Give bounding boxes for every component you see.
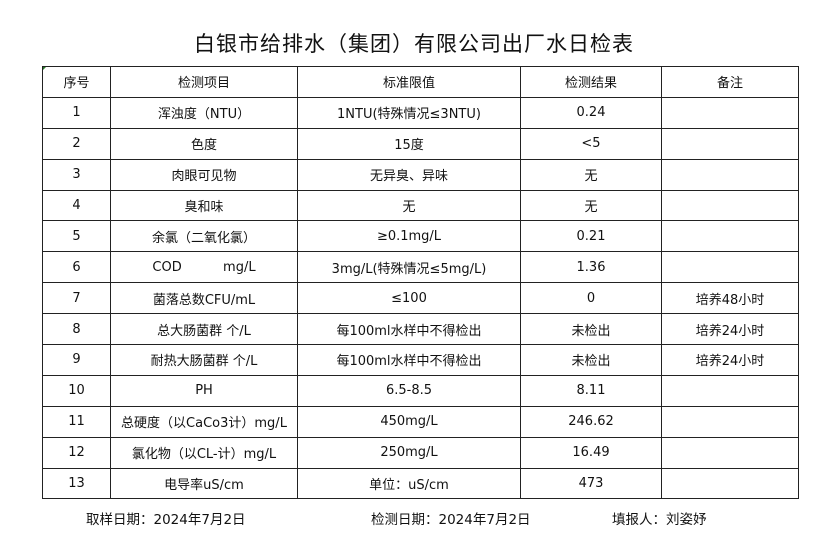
cell-result: 1.36	[520, 251, 662, 284]
cell-index: 序号	[42, 66, 111, 98]
cell-item: 色度	[110, 127, 298, 160]
cell-result: 未检出	[520, 344, 662, 376]
header-row: 序号 检测项目 标准限值 检测结果 备注	[42, 66, 799, 98]
cell-item: 余氯（二氧化氯）	[110, 220, 298, 253]
cell-standard: 250mg/L	[297, 436, 521, 469]
cell-index: 3	[42, 158, 111, 191]
cell-result: 未检出	[520, 313, 662, 346]
cell-index: 6	[42, 251, 111, 284]
cell-result: 无	[520, 189, 662, 222]
table-row: 10 PH 6.5-8.5 8.11	[42, 374, 799, 407]
cell-remark: 培养48小时	[661, 282, 799, 315]
cell-index: 13	[42, 467, 111, 500]
cell-result: 0	[520, 282, 662, 315]
cell-standard: 单位：uS/cm	[297, 467, 521, 500]
table-row: 6 COD mg/L 3mg/L(特殊情况≤5mg/L) 1.36	[42, 251, 799, 284]
cell-standard: ≤100	[297, 282, 521, 315]
cell-item: 菌落总数CFU/mL	[110, 282, 298, 315]
table-row: 9 耐热大肠菌群 个/L 每100ml水样中不得检出 未检出 培养24小时	[42, 344, 799, 376]
sampling-date: 取样日期：2024年7月2日	[86, 512, 246, 528]
table-row: 5 余氯（二氧化氯） ≥0.1mg/L 0.21	[42, 220, 799, 253]
cell-item: 检测项目	[110, 66, 298, 98]
cell-result: 246.62	[520, 405, 662, 438]
cell-remark: 培养24小时	[661, 344, 799, 376]
cell-item: 肉眼可见物	[110, 158, 298, 191]
cell-remark	[661, 374, 799, 407]
table-row: 13 电导率uS/cm 单位：uS/cm 473	[42, 467, 799, 500]
table-row: 8 总大肠菌群 个/L 每100ml水样中不得检出 未检出 培养24小时	[42, 313, 799, 346]
cell-remark	[661, 220, 799, 253]
cell-standard: 每100ml水样中不得检出	[297, 344, 521, 376]
cell-result: 无	[520, 158, 662, 191]
cell-index: 11	[42, 405, 111, 438]
table-row: 1 浑浊度（NTU） 1NTU(特殊情况≤3NTU) 0.24	[42, 96, 799, 129]
cell-index: 2	[42, 127, 111, 160]
table-row: 4 臭和味无无	[42, 189, 799, 222]
cell-item: 总硬度（以CaCo3计）mg/L	[110, 405, 298, 438]
cell-result: 473	[520, 467, 662, 500]
cell-item: 浑浊度（NTU）	[110, 96, 298, 129]
cell-remark	[661, 405, 799, 438]
cell-index: 5	[42, 220, 111, 253]
cell-item: COD mg/L	[110, 251, 298, 284]
table-row: 7 菌落总数CFU/mL ≤100 0 培养48小时	[42, 282, 799, 315]
cell-standard: 6.5-8.5	[297, 374, 521, 407]
cell-index: 4	[42, 189, 111, 222]
cell-standard: 15度	[297, 127, 521, 160]
cell-remark	[661, 158, 799, 191]
cell-remark	[661, 189, 799, 222]
table-row: 12 氯化物（以CL-计）mg/L 250mg/L 16.49	[42, 436, 799, 469]
cell-item: 总大肠菌群 个/L	[110, 313, 298, 346]
cell-index: 9	[42, 344, 111, 376]
cell-standard: 标准限值	[297, 66, 521, 98]
cell-remark	[661, 467, 799, 500]
reporter: 填报人：刘姿妤	[612, 512, 707, 528]
cell-remark: 备注	[661, 66, 799, 98]
cell-result: 16.49	[520, 436, 662, 469]
cell-result: 检测结果	[520, 66, 662, 98]
cell-item: 电导率uS/cm	[110, 467, 298, 500]
cell-standard: 无	[297, 189, 521, 222]
table-row: 3 肉眼可见物 无异臭、异味无	[42, 158, 799, 191]
cell-standard: 每100ml水样中不得检出	[297, 313, 521, 346]
cell-standard: 无异臭、异味	[297, 158, 521, 191]
cell-remark	[661, 436, 799, 469]
page-title: 白银市给排水（集团）有限公司出厂水日检表	[194, 32, 634, 56]
cell-standard: 3mg/L(特殊情况≤5mg/L)	[297, 251, 521, 284]
cell-item: 臭和味	[110, 189, 298, 222]
cell-remark	[661, 251, 799, 284]
cell-standard: 450mg/L	[297, 405, 521, 438]
cell-result: 0.21	[520, 220, 662, 253]
test-date: 检测日期：2024年7月2日	[371, 512, 531, 528]
cell-result: 8.11	[520, 374, 662, 407]
cell-remark	[661, 96, 799, 129]
cell-result: <5	[520, 127, 662, 160]
cell-standard: 1NTU(特殊情况≤3NTU)	[297, 96, 521, 129]
cell-index: 12	[42, 436, 111, 469]
cell-result: 0.24	[520, 96, 662, 129]
cell-index: 10	[42, 374, 111, 407]
cell-item: PH	[110, 374, 298, 407]
table-row: 11 总硬度（以CaCo3计）mg/L 450mg/L 246.62	[42, 405, 799, 438]
cell-remark	[661, 127, 799, 160]
table-row: 2 色度 15度 <5	[42, 127, 799, 160]
cell-item: 氯化物（以CL-计）mg/L	[110, 436, 298, 469]
cell-item: 耐热大肠菌群 个/L	[110, 344, 298, 376]
inspection-table: 序号 检测项目 标准限值 检测结果 备注 1 浑浊度（NTU） 1NTU(特殊情况≤3NTU)…	[42, 66, 799, 500]
cell-index: 7	[42, 282, 111, 315]
cell-standard: ≥0.1mg/L	[297, 220, 521, 253]
cell-remark: 培养24小时	[661, 313, 799, 346]
cell-index: 8	[42, 313, 111, 346]
cell-index: 1	[42, 96, 111, 129]
